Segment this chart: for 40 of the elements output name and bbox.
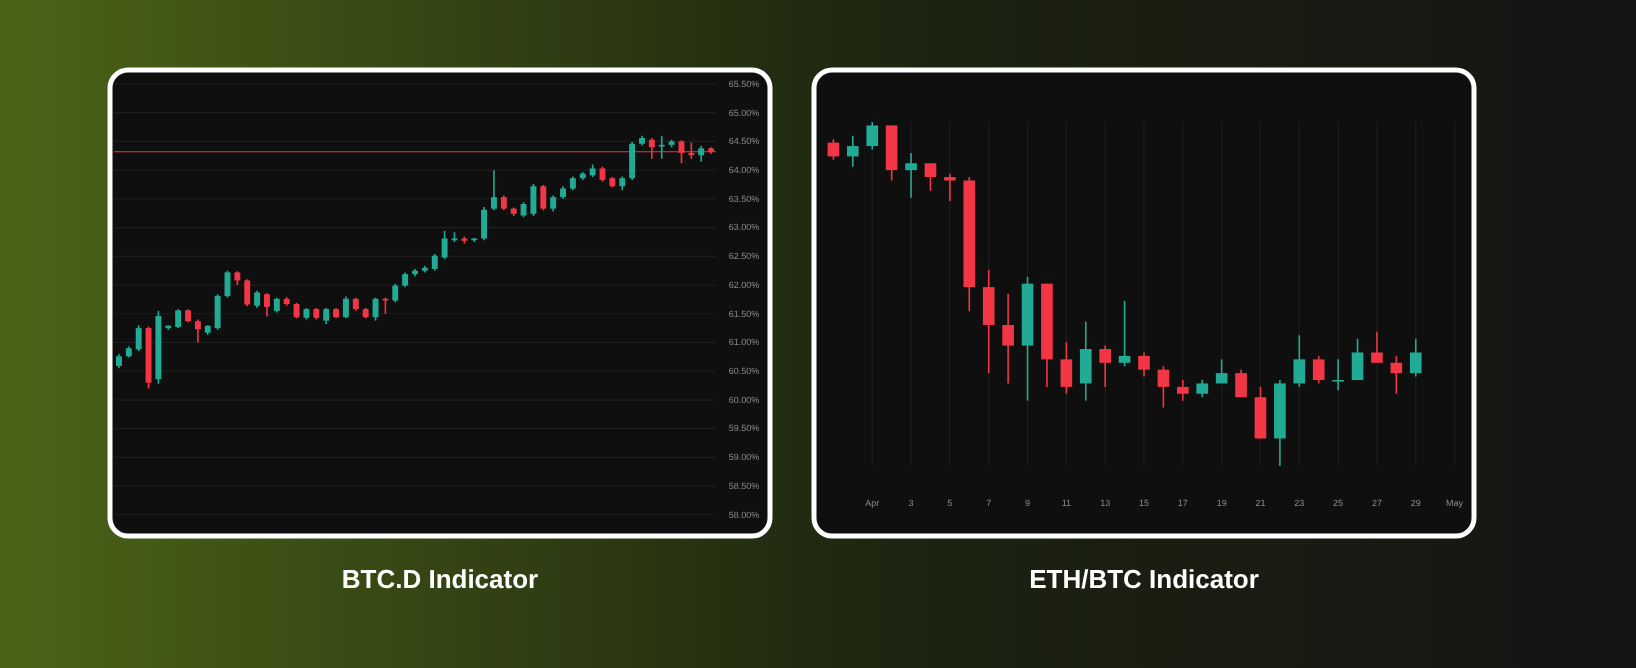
candlestick [175, 308, 182, 329]
candlestick [481, 206, 488, 242]
candlestick [540, 184, 547, 212]
candlestick [244, 278, 251, 308]
candlestick [944, 172, 956, 202]
candlestick [441, 230, 448, 260]
candlestick [490, 169, 497, 212]
candlestick [905, 152, 917, 199]
candlestick [1293, 334, 1306, 388]
candlestick [194, 318, 201, 344]
candlestick [1235, 368, 1247, 398]
candlestick [1390, 355, 1403, 395]
candlestick [866, 121, 879, 151]
candlestick [982, 269, 995, 374]
candlestick [1118, 300, 1131, 368]
candlestick [885, 124, 898, 182]
text: ETH/BTC Indicator [1029, 564, 1259, 594]
candlestick [1215, 358, 1228, 385]
candlestick [264, 292, 270, 318]
candlestick [1060, 341, 1073, 395]
candlestick [1332, 358, 1344, 392]
candlestick [1177, 379, 1189, 402]
candlestick [1312, 355, 1325, 385]
candlestick [1157, 365, 1170, 409]
candlestick [342, 295, 349, 320]
candlestick [1409, 337, 1422, 378]
candlestick [1079, 320, 1092, 402]
candlestick [135, 324, 142, 352]
candlestick [392, 283, 399, 304]
candlestick [924, 162, 937, 192]
candlestick [847, 134, 859, 168]
candlestick [1002, 293, 1014, 385]
candlestick [1254, 386, 1267, 440]
candlestick [1138, 351, 1150, 378]
candlestick [629, 141, 636, 181]
candlestick [1351, 337, 1364, 381]
candlestick [214, 293, 221, 331]
candlestick [1371, 331, 1383, 364]
text: BTC.D Indicator [341, 564, 539, 594]
candlestick [1099, 344, 1111, 388]
